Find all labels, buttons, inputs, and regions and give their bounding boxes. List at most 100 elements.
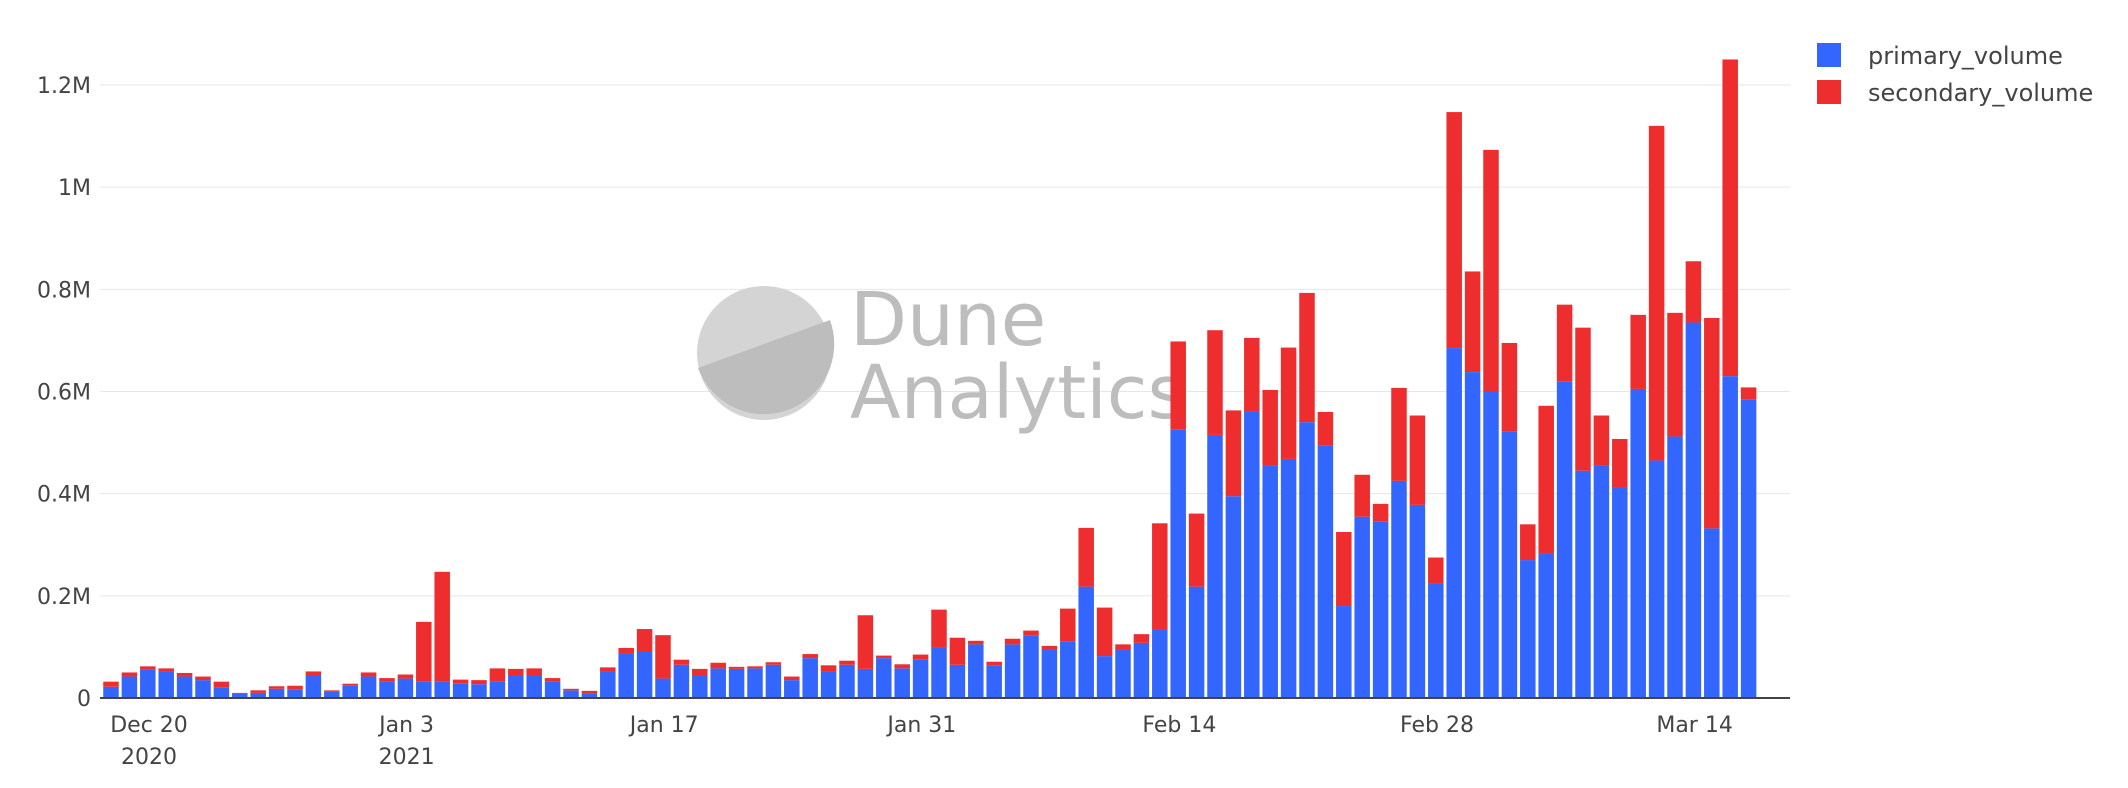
bar-secondary_volume-2021-03-05 [1483, 149, 1499, 392]
bar-primary_volume-2021-03-10 [1575, 470, 1591, 698]
bar-primary_volume-2020-12-22 [140, 669, 156, 698]
bar-primary_volume-2021-01-04 [379, 681, 395, 698]
bar-primary_volume-2021-02-10 [1060, 641, 1076, 698]
bar-secondary_volume-2021-03-03 [1446, 112, 1462, 349]
bar-primary_volume-2021-01-31 [876, 658, 892, 698]
bar-secondary_volume-2021-01-22 [710, 662, 726, 669]
bar-secondary_volume-2021-01-26 [784, 676, 800, 681]
bar-secondary_volume-2021-02-18 [1207, 330, 1223, 435]
bar-secondary_volume-2021-03-08 [1538, 405, 1554, 554]
bar-secondary_volume-2021-03-13 [1630, 314, 1646, 389]
bar-primary_volume-2020-12-30 [287, 689, 303, 698]
bar-primary_volume-2021-02-13 [1115, 649, 1131, 698]
bar-secondary_volume-2021-02-02 [912, 654, 929, 660]
x-tick-2021-01-31: Jan 31 [885, 713, 956, 738]
bar-primary_volume-2021-02-02 [912, 659, 929, 698]
bar-secondary_volume-2021-01-16 [600, 667, 616, 672]
bar-secondary_volume-2021-01-03 [360, 672, 377, 677]
bar-secondary_volume-2021-01-17 [618, 647, 634, 654]
x-tick-label: Feb 14 [1142, 713, 1216, 738]
bar-secondary_volume-2021-02-28 [1391, 387, 1407, 481]
y-tick-label: 0.6M [37, 381, 91, 406]
bar-secondary_volume-2021-02-21 [1262, 389, 1278, 466]
legend-label: primary_volume [1868, 42, 2063, 70]
bar-primary_volume-2021-03-05 [1483, 391, 1499, 698]
bar-primary_volume-2021-02-22 [1280, 458, 1297, 698]
bar-primary_volume-2021-01-19 [655, 678, 671, 698]
legend[interactable]: primary_volume secondary_volume [1817, 42, 2093, 107]
bar-primary_volume-2021-03-08 [1538, 553, 1554, 698]
dune-analytics-watermark: Dune Analytics [697, 277, 1186, 436]
bar-primary_volume-2021-01-28 [820, 671, 837, 698]
bar-primary_volume-2021-01-13 [544, 681, 561, 698]
watermark-logo-wedge [698, 320, 835, 415]
bar-secondary_volume-2021-02-12 [1096, 607, 1113, 657]
legend-swatch [1817, 43, 1841, 67]
bar-primary_volume-2021-01-09 [471, 684, 487, 698]
bar-secondary_volume-2020-12-23 [158, 668, 174, 672]
bar-secondary_volume-2021-01-28 [820, 665, 837, 672]
bar-secondary_volume-2021-01-02 [342, 683, 358, 686]
bar-primary_volume-2021-01-07 [434, 681, 450, 698]
bar-primary_volume-2020-12-31 [305, 675, 322, 698]
bar-secondary_volume-2021-01-21 [692, 668, 708, 676]
bar-secondary_volume-2020-12-21 [121, 672, 138, 677]
bar-primary_volume-2021-01-15 [581, 693, 598, 698]
bar-secondary_volume-2021-01-08 [452, 679, 469, 684]
bar-primary_volume-2021-02-26 [1354, 516, 1370, 698]
bar-secondary_volume-2021-02-10 [1060, 608, 1076, 642]
bar-primary_volume-2021-03-13 [1630, 388, 1646, 698]
bar-primary_volume-2021-01-26 [784, 680, 800, 698]
bar-secondary_volume-2021-03-06 [1501, 342, 1518, 432]
legend-label: secondary_volume [1868, 79, 2093, 107]
bar-secondary_volume-2021-01-27 [802, 654, 818, 659]
bar-primary_volume-2021-03-15 [1667, 436, 1683, 698]
bar-primary_volume-2021-01-03 [360, 676, 377, 698]
bar-secondary_volume-2021-03-14 [1648, 125, 1665, 461]
y-tick-label: 0.4M [37, 483, 91, 508]
bar-primary_volume-2021-01-23 [728, 668, 745, 698]
bar-secondary_volume-2021-02-01 [894, 664, 910, 669]
bar-primary_volume-2021-02-18 [1207, 434, 1223, 698]
bar-secondary_volume-2021-02-17 [1188, 513, 1205, 587]
bar-primary_volume-2021-01-08 [452, 683, 469, 698]
y-tick-label: 1.2M [37, 74, 91, 99]
bar-primary_volume-2020-12-29 [268, 688, 285, 698]
bar-primary_volume-2021-02-03 [931, 647, 947, 698]
y-tick-label: 0.8M [37, 278, 91, 303]
bar-secondary_volume-2020-12-30 [287, 685, 303, 690]
bar-secondary_volume-2021-01-13 [544, 678, 561, 682]
bar-primary_volume-2021-03-02 [1428, 583, 1444, 698]
x-tick-2020-12-20: Dec 20 2020 [110, 713, 188, 770]
bar-secondary_volume-2021-01-23 [728, 666, 745, 669]
bar-secondary_volume-2021-02-09 [1041, 645, 1058, 650]
x-tick-2021-02-14: Feb 14 [1142, 713, 1216, 738]
bar-secondary_volume-2021-03-16 [1685, 261, 1702, 323]
bar-secondary_volume-2021-01-31 [876, 655, 892, 659]
bar-primary_volume-2020-12-21 [121, 676, 138, 698]
bar-secondary_volume-2021-01-18 [636, 629, 653, 652]
axes: 0 0.2M 0.4M 0.6M 0.8M 1M 1.2M Dec 20 2020 Jan 3 20… [37, 74, 1790, 770]
legend-item-primary_volume[interactable]: primary_volume [1817, 42, 2063, 70]
bar-primary_volume-2021-01-29 [839, 664, 855, 698]
bar-primary_volume-2021-01-20 [673, 664, 690, 698]
bar-secondary_volume-2021-02-15 [1152, 523, 1168, 630]
bar-secondary_volume-2021-03-15 [1667, 312, 1683, 437]
bar-secondary_volume-2021-01-10 [489, 668, 506, 682]
bar-secondary_volume-2020-12-31 [305, 671, 322, 676]
bar-secondary_volume-2021-03-18 [1722, 59, 1738, 377]
bar-secondary_volume-2021-01-29 [839, 660, 855, 665]
bar-primary_volume-2021-01-24 [747, 668, 763, 698]
legend-item-secondary_volume[interactable]: secondary_volume [1817, 79, 2093, 107]
bar-primary_volume-2021-01-17 [618, 653, 634, 698]
bar-secondary_volume-2021-03-09 [1556, 304, 1573, 382]
bar-secondary_volume-2021-02-03 [931, 609, 947, 648]
bar-primary_volume-2021-02-09 [1041, 649, 1058, 698]
x-tick-year-label: 2021 [379, 745, 435, 770]
bar-secondary_volume-2020-12-29 [268, 686, 285, 689]
y-tick-label: 0.2M [37, 585, 91, 610]
bar-secondary_volume-2021-01-12 [526, 668, 542, 676]
bar-secondary_volume-2021-01-05 [397, 674, 414, 679]
bar-primary_volume-2021-01-16 [600, 671, 616, 698]
bar-primary_volume-2021-02-04 [949, 664, 966, 698]
